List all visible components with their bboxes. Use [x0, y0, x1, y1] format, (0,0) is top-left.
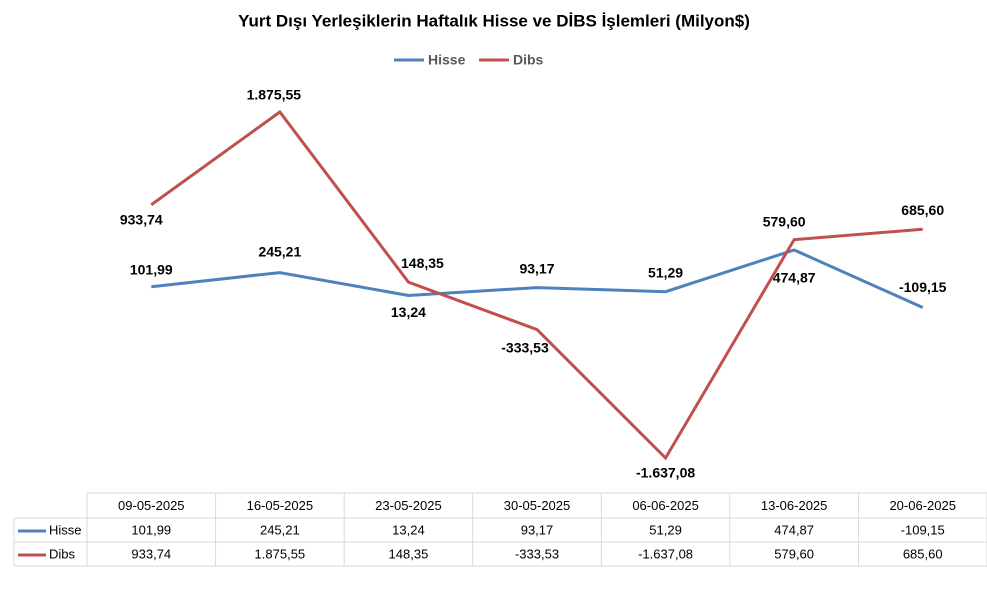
x-tick-label: 13-06-2025: [761, 498, 828, 513]
table-cell: 148,35: [389, 546, 429, 561]
data-label: 51,29: [648, 264, 683, 280]
x-tick-label: 23-05-2025: [375, 498, 442, 513]
data-label: 245,21: [258, 243, 301, 259]
table-cell: 474,87: [774, 522, 814, 537]
x-tick-label: 09-05-2025: [118, 498, 185, 513]
x-tick-label: 16-05-2025: [247, 498, 314, 513]
data-label: -333,53: [501, 339, 549, 355]
table-cell: 685,60: [903, 546, 943, 561]
table-cell: 93,17: [521, 522, 554, 537]
data-label: 579,60: [763, 213, 806, 229]
table-cell: -1.637,08: [638, 546, 693, 561]
legend-label: Dibs: [513, 52, 544, 68]
table-row-label: Dibs: [49, 546, 76, 561]
data-label: 933,74: [120, 211, 163, 227]
table-cell: 13,24: [392, 522, 425, 537]
data-label: 101,99: [130, 261, 173, 277]
table-cell: -333,53: [515, 546, 559, 561]
data-label: 474,87: [773, 270, 816, 286]
chart-title: Yurt Dışı Yerleşiklerin Haftalık Hisse v…: [238, 11, 750, 30]
data-label: 1.875,55: [247, 87, 302, 103]
table-row-label: Hisse: [49, 522, 82, 537]
data-label: 93,17: [519, 260, 554, 276]
data-label: 148,35: [401, 255, 444, 271]
table-cell: -109,15: [901, 522, 945, 537]
x-tick-label: 20-06-2025: [889, 498, 956, 513]
x-tick-label: 06-06-2025: [632, 498, 699, 513]
data-label: 685,60: [901, 202, 944, 218]
legend-label: Hisse: [428, 52, 466, 68]
table-cell: 933,74: [131, 546, 171, 561]
data-label: -1.637,08: [636, 465, 695, 481]
table-cell: 1.875,55: [255, 546, 306, 561]
table-cell: 101,99: [131, 522, 171, 537]
table-cell: 245,21: [260, 522, 300, 537]
x-tick-label: 30-05-2025: [504, 498, 571, 513]
table-cell: 579,60: [774, 546, 814, 561]
data-label: -109,15: [899, 279, 947, 295]
data-label: 13,24: [391, 304, 426, 320]
series-line: [151, 248, 924, 309]
table-cell: 51,29: [649, 522, 682, 537]
series-line: [150, 109, 923, 461]
